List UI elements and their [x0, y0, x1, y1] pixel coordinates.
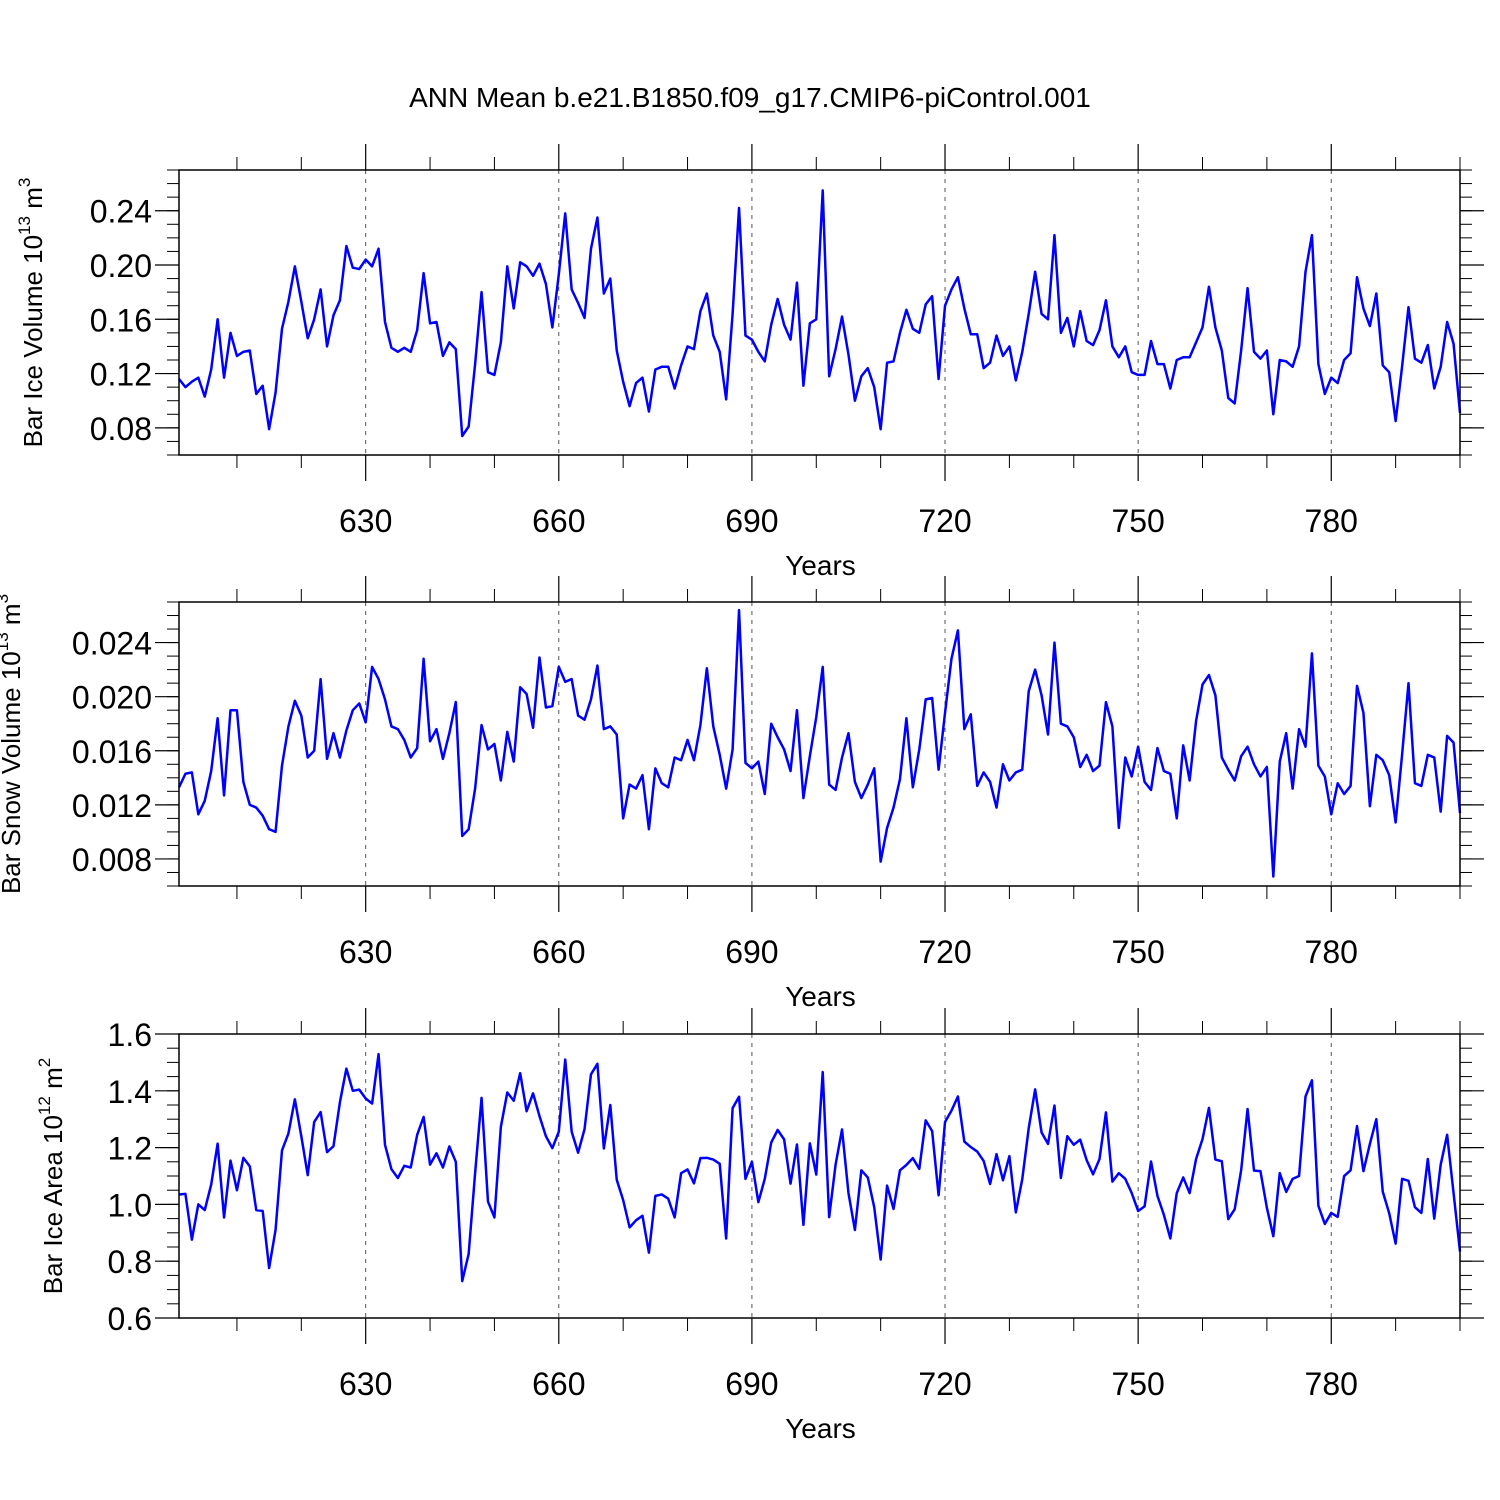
x-tick-label: 780	[1305, 503, 1358, 539]
x-tick-label: 750	[1111, 503, 1164, 539]
y-tick-label: 0.020	[72, 680, 152, 716]
y-label-unit: m	[18, 187, 48, 216]
y-tick-label: 1.0	[108, 1187, 152, 1223]
y-tick-label: 1.6	[108, 1017, 152, 1053]
axis-ticks	[155, 576, 1484, 912]
x-tick-label: 750	[1111, 934, 1164, 970]
y-axis-label: Bar Ice Area 1012 m2	[35, 1058, 68, 1295]
y-label-unit-exponent: 3	[15, 178, 34, 187]
y-tick-labels: 0.08 0.12 0.16 0.20 0.24	[90, 194, 152, 447]
y-label-unit-exponent: 3	[0, 594, 12, 603]
x-tick-label: 690	[725, 503, 778, 539]
y-label-unit: m	[38, 1067, 68, 1096]
x-tick-label: 630	[339, 503, 392, 539]
x-tick-label: 750	[1111, 1366, 1164, 1402]
plot-frame	[178, 601, 1461, 887]
y-tick-label: 0.24	[90, 194, 152, 230]
panel-ice-volume: 0.080.120.160.200.24 630 660 690 720 750 780 …	[15, 144, 1484, 581]
x-tick-label: 630	[339, 934, 392, 970]
y-tick-label: 0.6	[108, 1301, 152, 1337]
y-tick-label: 1.4	[108, 1074, 152, 1110]
x-axis-label: Years	[785, 981, 856, 1012]
series-line-ice-area	[178, 1052, 1462, 1283]
y-label-text: Bar Ice Volume 10	[18, 235, 48, 447]
x-tick-label: 660	[532, 1366, 585, 1402]
y-label-text: Bar Snow Volume 10	[0, 651, 26, 894]
x-tick-label: 630	[339, 1366, 392, 1402]
y-label-unit-exponent: 2	[35, 1058, 54, 1067]
y-tick-label: 0.008	[72, 842, 152, 878]
grid-lines	[365, 602, 1332, 886]
x-tick-label: 690	[725, 1366, 778, 1402]
y-tick-labels: 0.6 0.8 1.0 1.2 1.4 1.6	[108, 1017, 152, 1337]
axis-ticks	[155, 1008, 1484, 1344]
y-tick-label: 0.016	[72, 734, 152, 770]
x-tick-label: 720	[918, 503, 971, 539]
y-tick-label: 0.08	[90, 411, 152, 447]
y-tick-label: 0.024	[72, 626, 152, 662]
y-axis-label: Bar Ice Volume 1013 m3	[15, 178, 48, 448]
x-tick-label: 720	[918, 1366, 971, 1402]
x-tick-labels: 630 660 690 720 750 780	[339, 503, 1358, 539]
x-axis-label: Years	[785, 1413, 856, 1444]
x-tick-label: 660	[532, 503, 585, 539]
grid-lines	[365, 1034, 1332, 1318]
y-label-exponent: 13	[15, 216, 34, 235]
x-axis-label: Years	[785, 550, 856, 581]
x-tick-label: 780	[1305, 1366, 1358, 1402]
panel-snow-volume: 0.008 0.012 0.016 0.020 0.024 630 660 690 720 75…	[0, 576, 1484, 1012]
y-tick-label: 1.2	[108, 1131, 152, 1167]
axis-ticks	[155, 144, 1484, 481]
y-tick-label: 0.16	[90, 302, 152, 338]
x-tick-label: 780	[1305, 934, 1358, 970]
y-axis-label: Bar Snow Volume 1013 m3	[0, 594, 26, 894]
x-tick-labels: 630 660 690 720 750 780	[339, 1366, 1358, 1402]
y-label-text: Bar Ice Area 10	[38, 1115, 68, 1294]
panel-ice-area: 0.6 0.8 1.0 1.2 1.4 1.6 630 660 690 720 750 780 Ye…	[35, 1008, 1484, 1444]
y-label-unit: m	[0, 603, 26, 632]
grid-lines	[365, 170, 1332, 455]
y-label-exponent: 12	[35, 1096, 54, 1115]
plot-frame	[178, 1033, 1461, 1319]
y-tick-label: 0.12	[90, 357, 152, 393]
y-tick-label: 0.012	[72, 788, 152, 824]
series-line-ice-volume	[178, 189, 1462, 438]
plot-frame	[178, 169, 1461, 456]
y-label-exponent: 13	[0, 632, 12, 651]
x-tick-label: 720	[918, 934, 971, 970]
y-tick-labels: 0.008 0.012 0.016 0.020 0.024	[72, 626, 152, 878]
chart-title: ANN Mean b.e21.B1850.f09_g17.CMIP6-piCon…	[409, 82, 1091, 113]
y-tick-label: 0.20	[90, 248, 152, 284]
x-tick-label: 690	[725, 934, 778, 970]
x-tick-label: 660	[532, 934, 585, 970]
series-line-snow-volume	[177, 608, 1462, 878]
x-tick-labels: 630 660 690 720 750 780	[339, 934, 1358, 970]
y-tick-label: 0.8	[108, 1244, 152, 1280]
